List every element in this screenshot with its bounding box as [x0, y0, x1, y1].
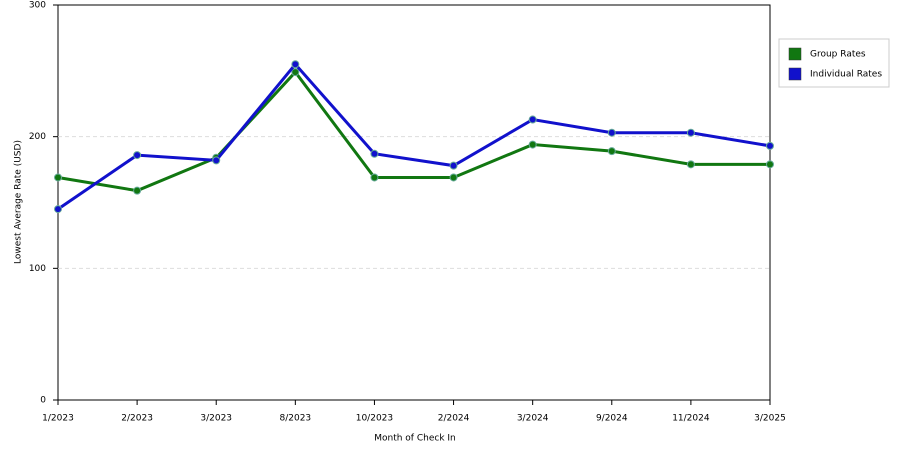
series-line: [57, 61, 771, 211]
x-tick-label: 2/2023: [121, 414, 153, 424]
x-tick-label: 8/2023: [279, 414, 311, 424]
data-point: [370, 149, 379, 158]
plot-area: [57, 4, 771, 401]
data-point: [766, 160, 774, 169]
y-tick-label: 0: [40, 396, 46, 406]
data-point: [528, 140, 537, 149]
y-axis-label: Lowest Average Rate (USD): [14, 140, 24, 264]
x-tick-label: 3/2024: [517, 414, 549, 424]
data-point: [212, 156, 221, 165]
series-line: [57, 69, 770, 193]
data-point: [607, 147, 616, 156]
x-tick-label: 10/2023: [356, 414, 393, 424]
data-point: [370, 173, 379, 182]
data-point: [291, 60, 300, 69]
data-point: [686, 128, 695, 137]
data-point: [54, 173, 62, 182]
x-tick-label: 1/2023: [42, 414, 74, 424]
x-tick-label: 2/2024: [438, 414, 470, 424]
data-point: [607, 128, 616, 137]
legend-swatch: [788, 47, 802, 61]
legend-label: Individual Rates: [810, 70, 882, 80]
legend-label: Group Rates: [810, 50, 866, 60]
data-point: [766, 141, 774, 150]
y-tick-label: 300: [29, 1, 46, 11]
x-tick-label: 3/2025: [754, 414, 786, 424]
data-point: [54, 205, 62, 214]
x-tick-label: 3/2023: [200, 414, 232, 424]
data-point: [449, 161, 458, 170]
x-axis-label: Month of Check In: [374, 434, 456, 444]
data-point: [133, 151, 142, 160]
data-point: [133, 186, 142, 195]
data-point: [686, 160, 695, 169]
y-tick-label: 100: [29, 264, 46, 274]
x-tick-label: 11/2024: [672, 414, 710, 424]
data-point: [449, 173, 458, 182]
y-tick-label: 200: [29, 132, 46, 142]
legend-swatch: [788, 67, 802, 81]
data-point: [291, 68, 300, 77]
x-tick-label: 9/2024: [596, 414, 628, 424]
data-point: [528, 115, 537, 124]
